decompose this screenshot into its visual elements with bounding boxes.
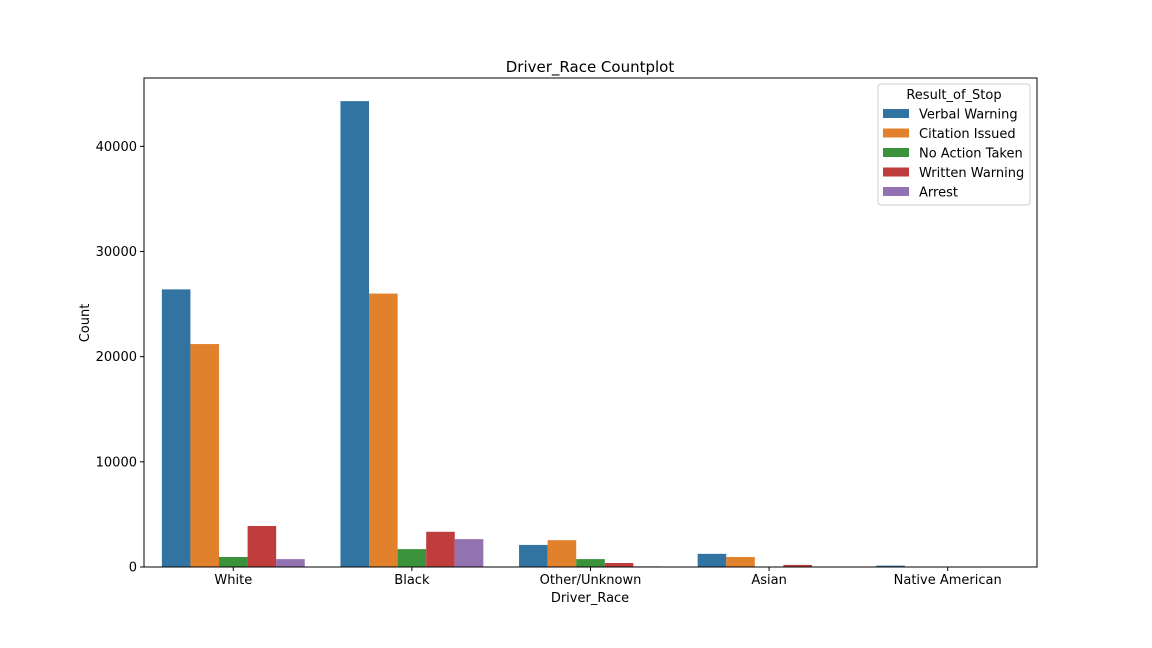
y-tick-label: 40000 bbox=[96, 140, 137, 155]
chart-title: Driver_Race Countplot bbox=[506, 58, 675, 77]
x-tick-label: White bbox=[214, 573, 252, 588]
bar-written-warning bbox=[604, 563, 634, 567]
y-tick-label: 20000 bbox=[96, 350, 137, 365]
legend-entry-label: Citation Issued bbox=[919, 127, 1016, 142]
x-tick-label: Black bbox=[394, 573, 430, 588]
bar-citation-issued bbox=[726, 557, 755, 567]
bar-arrest bbox=[276, 559, 305, 567]
legend-entry-label: No Action Taken bbox=[919, 147, 1023, 162]
bar-citation-issued bbox=[547, 540, 577, 567]
bar-verbal-warning bbox=[697, 553, 727, 567]
x-tick-label: Other/Unknown bbox=[540, 573, 642, 588]
bar-no-action-taken bbox=[219, 557, 248, 567]
y-tick-label: 0 bbox=[129, 561, 137, 576]
legend-entry-label: Verbal Warning bbox=[919, 108, 1018, 123]
legend: Result_of_Stop Verbal Warning Citation Is… bbox=[877, 83, 1031, 206]
bar-no-action-taken bbox=[576, 559, 605, 567]
bars-group bbox=[161, 101, 1020, 567]
x-tick-label: Asian bbox=[751, 573, 786, 588]
legend-swatch bbox=[883, 128, 909, 138]
bar-citation-issued bbox=[190, 344, 220, 567]
legend-swatch bbox=[883, 167, 909, 177]
bar-verbal-warning bbox=[876, 565, 905, 567]
y-axis: 0 10000 20000 30000 40000 bbox=[96, 140, 144, 576]
bar-arrest bbox=[454, 539, 484, 567]
legend-swatch bbox=[883, 109, 909, 118]
bar-written-warning bbox=[247, 525, 277, 567]
bar-citation-issued bbox=[369, 293, 398, 567]
legend-swatch bbox=[883, 148, 909, 157]
legend-box bbox=[877, 83, 1031, 206]
bar-verbal-warning bbox=[161, 289, 191, 567]
y-tick-label: 30000 bbox=[96, 245, 137, 260]
bar-written-warning bbox=[426, 531, 455, 567]
bar-verbal-warning bbox=[340, 101, 370, 567]
legend-entry-label: Written Warning bbox=[919, 166, 1024, 181]
y-tick-label: 10000 bbox=[96, 455, 137, 470]
bar-verbal-warning bbox=[519, 544, 548, 567]
bar-written-warning bbox=[783, 564, 812, 567]
x-tick-label: Native American bbox=[894, 573, 1002, 588]
legend-swatch bbox=[883, 187, 909, 196]
x-axis-label: Driver_Race bbox=[551, 591, 629, 606]
x-axis: White Black Other/Unknown Asian Native Ameri… bbox=[214, 567, 1002, 588]
legend-entry-label: Arrest bbox=[919, 186, 958, 201]
y-axis-label: Count bbox=[78, 304, 93, 343]
legend-title: Result_of_Stop bbox=[906, 88, 1001, 103]
bar-no-action-taken bbox=[397, 549, 427, 567]
